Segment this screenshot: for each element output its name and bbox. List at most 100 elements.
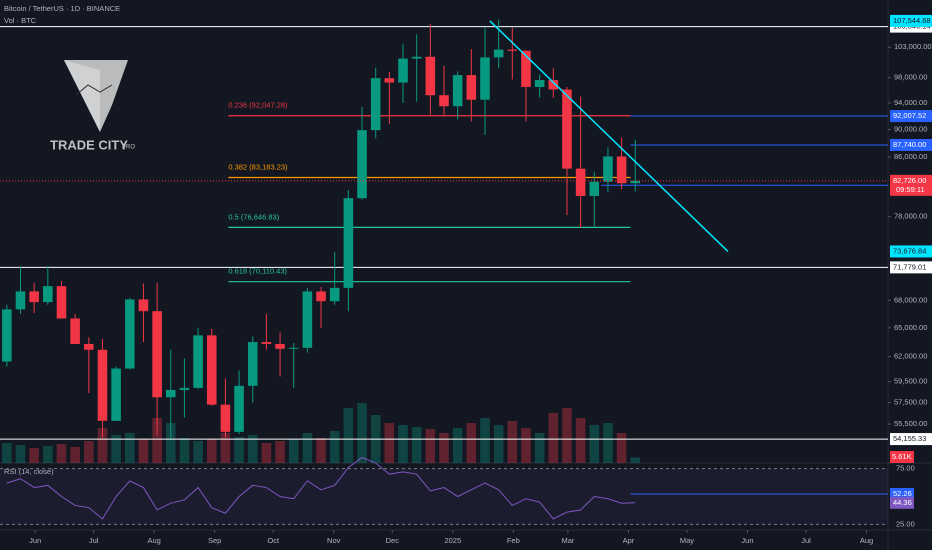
- candle-body: [111, 368, 121, 421]
- volume-bar: [125, 433, 135, 463]
- volume-bar: [507, 421, 518, 463]
- x-tick-label: 2025: [444, 536, 461, 545]
- candle-body: [370, 78, 381, 131]
- trend-label-box: [890, 245, 932, 258]
- y-tick-label: 59,500.00: [894, 377, 927, 386]
- candle-body: [2, 309, 12, 362]
- fib-label: 0.382 (83,183.23): [228, 162, 288, 171]
- candle-body: [493, 49, 504, 58]
- trend-label: 107,544.68: [893, 16, 931, 25]
- volume-bar: [439, 433, 449, 463]
- candle-body: [357, 130, 367, 199]
- candle-body: [439, 95, 449, 107]
- candle-body: [206, 335, 217, 405]
- candle-body: [97, 349, 108, 421]
- candle-body: [179, 387, 190, 390]
- rsi-marker-label: 52.26: [893, 489, 912, 498]
- candle-body: [302, 291, 313, 348]
- volume-bar: [56, 444, 67, 463]
- volume-bar: [138, 439, 149, 463]
- x-tick-label: Aug: [148, 536, 161, 545]
- volume-bar: [261, 443, 272, 463]
- volume-bar: [234, 437, 244, 463]
- level-label: 87,740.00: [893, 140, 926, 149]
- level-label: 71,779.01: [893, 262, 926, 271]
- rsi-last-box: [890, 496, 914, 509]
- y-tick-label: 65,000.00: [894, 323, 927, 332]
- volume-bar: [288, 439, 299, 463]
- rsi-tick-label: 25.00: [896, 519, 915, 528]
- candle-body: [507, 49, 518, 51]
- candle-body: [138, 299, 149, 312]
- trend-label-box: [890, 14, 932, 27]
- candle-body: [384, 78, 395, 83]
- candle-body: [411, 56, 422, 59]
- y-tick-label: 86,000.00: [894, 152, 927, 161]
- candle-body: [425, 56, 436, 96]
- volume-bar: [384, 423, 395, 463]
- x-tick-label: Jul: [89, 536, 99, 545]
- x-tick-label: Sep: [208, 536, 221, 545]
- volume-bar: [316, 438, 326, 463]
- volume-bar: [343, 408, 354, 463]
- candle-body: [288, 347, 299, 349]
- y-tick-label: 78,000.00: [894, 212, 927, 221]
- volume-bar: [206, 439, 217, 463]
- level-box: [890, 433, 932, 446]
- candle-body: [165, 389, 176, 398]
- rsi-band: [0, 468, 888, 525]
- volume-bar: [111, 435, 121, 463]
- volume-last-box: [890, 451, 914, 463]
- volume-bar: [630, 457, 641, 463]
- candle-body: [466, 75, 477, 100]
- y-tick-label: 68,000.00: [894, 295, 927, 304]
- candle-body: [29, 291, 39, 303]
- countdown-label: 09:59:11: [896, 185, 925, 194]
- candle-body: [521, 50, 531, 87]
- level-label: 54,155.33: [893, 434, 926, 443]
- volume-bar: [398, 425, 408, 463]
- volume-bar: [70, 447, 80, 463]
- candle-body: [193, 335, 203, 388]
- x-tick-label: Jun: [741, 536, 753, 545]
- candle-body: [247, 342, 258, 386]
- volume-bar: [15, 445, 26, 463]
- candle-body: [15, 291, 26, 310]
- candle-body: [275, 343, 285, 349]
- trend-label: 73,676.84: [893, 246, 926, 255]
- volume-bar: [84, 441, 94, 463]
- candle-body: [534, 80, 545, 87]
- chart-title: Bitcoin / TetherUS · 1D · BINANCE: [4, 4, 120, 13]
- fib-label: 0.236 (92,047.28): [228, 101, 288, 110]
- rsi-tick-label: 75.00: [896, 464, 915, 473]
- candle-body: [630, 180, 641, 184]
- rsi-title: RSI (14, close): [4, 467, 54, 476]
- volume-bar: [425, 429, 436, 463]
- x-tick-label: Feb: [507, 536, 520, 545]
- y-tick-label: 62,000.00: [894, 352, 927, 361]
- x-tick-label: Jun: [29, 536, 41, 545]
- candle-body: [43, 286, 53, 303]
- volume-bar: [193, 441, 203, 463]
- x-tick-label: Aug: [860, 536, 873, 545]
- candle-body: [84, 343, 94, 350]
- y-tick-label: 94,000.00: [894, 98, 927, 107]
- candle-body: [603, 156, 613, 182]
- x-tick-label: Apr: [623, 536, 635, 545]
- volume-bar: [97, 428, 108, 463]
- level-label: 92,007.52: [893, 111, 926, 120]
- logo: TRADE CITY PRO: [50, 60, 135, 152]
- x-tick-label: May: [680, 536, 694, 545]
- volume-bar: [2, 443, 12, 463]
- trendline: [489, 20, 729, 252]
- candle-body: [548, 80, 559, 90]
- volume-bar: [452, 428, 463, 463]
- volume-bar: [357, 403, 367, 463]
- level-box: [890, 138, 932, 151]
- candle-body: [152, 311, 162, 398]
- rsi-line: [6, 456, 636, 520]
- volume-bar: [411, 427, 422, 463]
- x-tick-label: Dec: [386, 536, 400, 545]
- candle-body: [616, 156, 627, 184]
